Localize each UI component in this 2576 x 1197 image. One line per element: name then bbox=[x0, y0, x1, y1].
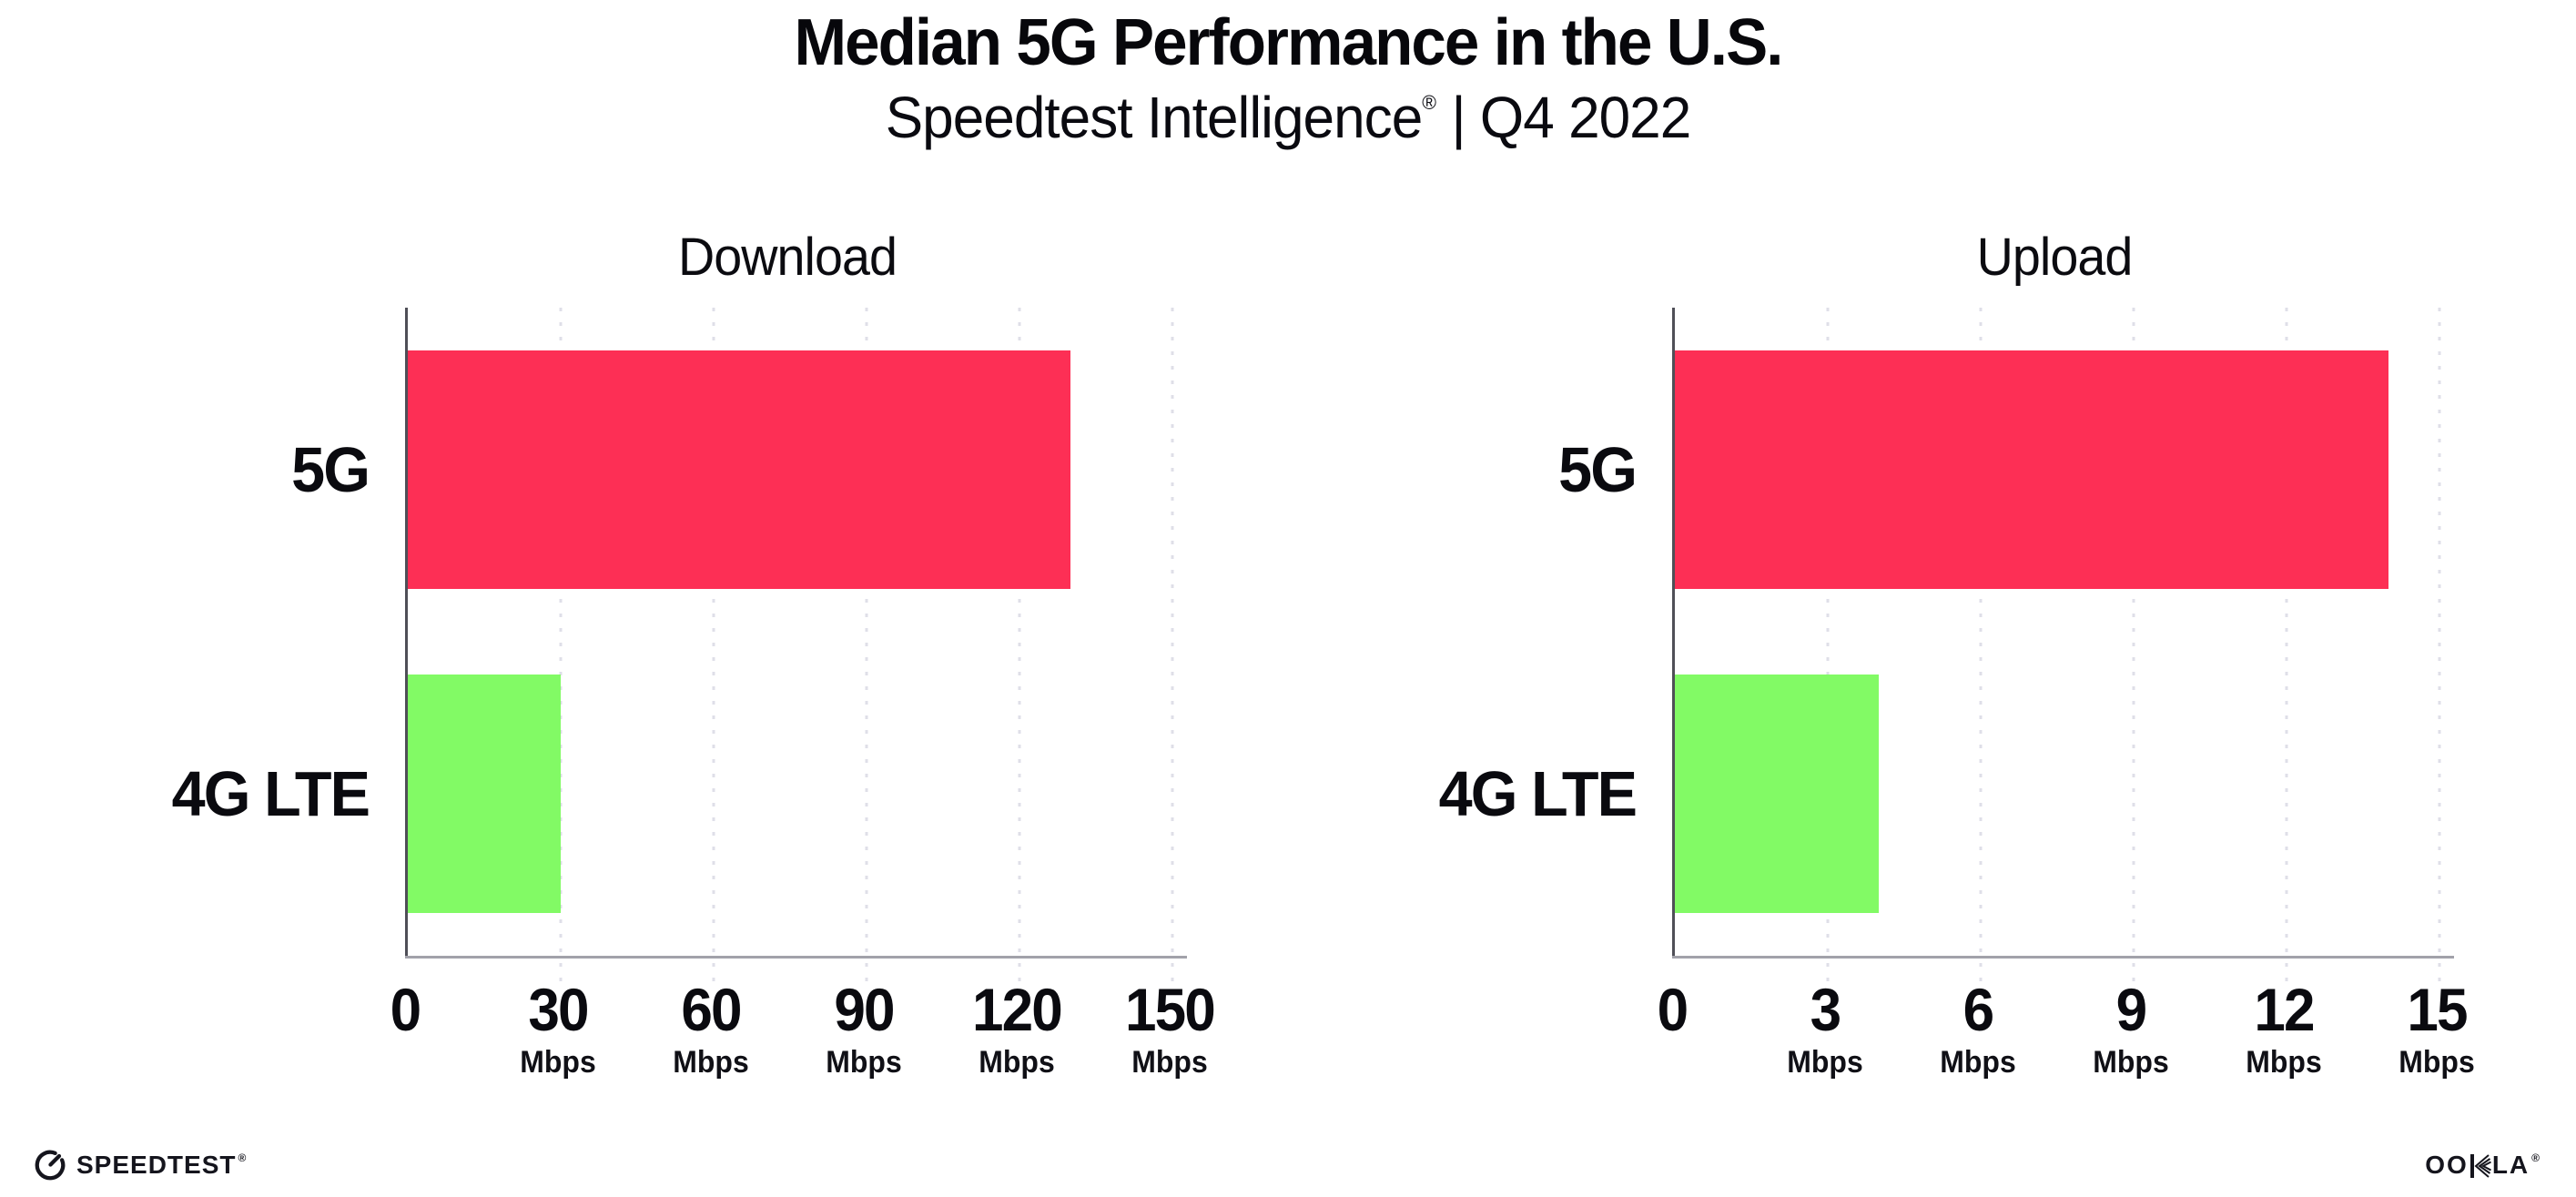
x-tick-60: 60 Mbps bbox=[673, 979, 748, 1078]
bar-5g bbox=[408, 350, 1070, 589]
y-axis-label-4g-lte: 4G LTE bbox=[1438, 757, 1638, 829]
x-tick-value: 9 bbox=[2115, 975, 2148, 1043]
chart-body: 5G 4G LTE bbox=[1399, 307, 2454, 981]
x-tick-30: 30 Mbps bbox=[520, 979, 595, 1078]
x-tick-unit: Mbps bbox=[1787, 1044, 1863, 1080]
x-tick-value: 60 bbox=[681, 975, 742, 1043]
bar-5g bbox=[1675, 350, 2388, 589]
ookla-wordmark-left: OO bbox=[2425, 1151, 2469, 1179]
ookla-k-icon bbox=[2470, 1154, 2491, 1178]
x-axis-tick-labels: 0 30 Mbps 60 Mbps 90 Mbps 120 Mbps 150 Mbps bbox=[390, 975, 1216, 1107]
gridline bbox=[2438, 307, 2441, 981]
x-tick-value: 3 bbox=[1810, 975, 1842, 1043]
bar-4g-lte bbox=[1675, 674, 1879, 913]
chart-title: Upload bbox=[1976, 227, 2134, 287]
ookla-wordmark-right: LA bbox=[2491, 1151, 2530, 1179]
chart-title: Download bbox=[678, 227, 898, 287]
x-axis-tick-labels: 0 3 Mbps 6 Mbps 9 Mbps 12 Mbps 15 Mbps bbox=[1658, 979, 2475, 1107]
y-axis-label-5g: 5G bbox=[291, 433, 370, 505]
speedtest-logo: SPEEDTEST ® bbox=[33, 1148, 246, 1182]
registered-trademark-icon: ® bbox=[2531, 1151, 2540, 1164]
x-tick-value: 15 bbox=[2407, 975, 2468, 1043]
x-tick-value: 30 bbox=[528, 975, 589, 1043]
x-tick-unit: Mbps bbox=[979, 1044, 1055, 1080]
bar-4g-lte bbox=[408, 674, 561, 913]
gridline bbox=[865, 307, 868, 981]
speedtest-gauge-icon bbox=[35, 1150, 66, 1181]
x-tick-6: 6 Mbps bbox=[1940, 979, 2015, 1078]
bar-row-4g-lte bbox=[408, 632, 1172, 956]
x-tick-9: 9 Mbps bbox=[2093, 979, 2168, 1078]
bar-row-5g bbox=[1675, 308, 2439, 632]
page-title: Median 5G Performance in the U.S. bbox=[794, 6, 1783, 79]
bar-row-5g bbox=[408, 308, 1172, 632]
x-tick-unit: Mbps bbox=[2246, 1044, 2322, 1080]
subtitle-period: | Q4 2022 bbox=[1451, 84, 1691, 150]
header: Median 5G Performance in the U.S. Speedt… bbox=[0, 0, 2576, 148]
plot-area bbox=[1672, 307, 2454, 981]
charts-row: Download 5G 4G LTE 0 30 Mbps 60 Mbps 90 Mbps 120 Mb… bbox=[0, 227, 2576, 1107]
subtitle-brand: Speedtest Intelligence bbox=[885, 84, 1424, 150]
x-tick-value: 12 bbox=[2254, 975, 2315, 1043]
gridline bbox=[1826, 307, 1830, 981]
x-tick-12: 12 Mbps bbox=[2246, 979, 2321, 1078]
x-tick-0: 0 bbox=[390, 975, 422, 1043]
x-tick-value: 90 bbox=[834, 975, 895, 1043]
x-tick-unit: Mbps bbox=[2093, 1044, 2169, 1080]
page-subtitle: Speedtest Intelligence® | Q4 2022 bbox=[38, 84, 2537, 150]
speedtest-wordmark: SPEEDTEST bbox=[76, 1151, 237, 1179]
chart-body: 5G 4G LTE bbox=[132, 307, 1187, 981]
footer: SPEEDTEST ® OO LA ® bbox=[33, 1148, 2540, 1182]
registered-trademark-icon: ® bbox=[238, 1151, 247, 1164]
x-tick-value: 120 bbox=[972, 975, 1063, 1043]
x-tick-3: 3 Mbps bbox=[1787, 979, 1862, 1078]
gridline bbox=[1979, 307, 1983, 981]
gridline bbox=[2132, 307, 2135, 981]
chart-upload: Upload 5G 4G LTE 0 3 Mbps 6 Mbps 9 Mbps 12 Mbps 15 Mb… bbox=[1399, 227, 2475, 1107]
x-tick-15: 15 Mbps bbox=[2399, 979, 2474, 1078]
chart-download: Download 5G 4G LTE 0 30 Mbps 60 Mbps 90 Mbps 120 Mb… bbox=[132, 227, 1216, 1107]
x-tick-unit: Mbps bbox=[520, 1044, 596, 1080]
y-axis-labels: 5G 4G LTE bbox=[132, 308, 405, 956]
gridline bbox=[559, 307, 563, 981]
ookla-wordmark: OO LA bbox=[2425, 1151, 2530, 1180]
x-tick-0: 0 bbox=[1657, 975, 1689, 1043]
registered-trademark-icon: ® bbox=[1422, 90, 1436, 114]
gridline bbox=[1018, 307, 1021, 981]
x-tick-value: 6 bbox=[1962, 975, 1995, 1043]
x-tick-value: 0 bbox=[390, 975, 422, 1043]
x-tick-unit: Mbps bbox=[673, 1044, 749, 1080]
y-axis-label-5g: 5G bbox=[1558, 433, 1638, 505]
y-axis-labels: 5G 4G LTE bbox=[1399, 308, 1672, 956]
x-tick-120: 120 Mbps bbox=[972, 975, 1063, 1080]
x-tick-value: 150 bbox=[1125, 975, 1216, 1043]
plot-area bbox=[405, 307, 1187, 981]
x-tick-90: 90 Mbps bbox=[826, 979, 901, 1078]
x-tick-unit: Mbps bbox=[826, 1044, 902, 1080]
x-axis-line bbox=[1672, 955, 2454, 959]
gridline bbox=[1171, 307, 1174, 981]
x-tick-unit: Mbps bbox=[1940, 1044, 2016, 1080]
y-axis-label-4g-lte: 4G LTE bbox=[171, 757, 370, 829]
gridline bbox=[712, 307, 715, 981]
gridline bbox=[2285, 307, 2288, 981]
bar-row-4g-lte bbox=[1675, 632, 2439, 956]
x-tick-unit: Mbps bbox=[2399, 1044, 2475, 1080]
ookla-logo: OO LA ® bbox=[2425, 1151, 2540, 1180]
x-tick-value: 0 bbox=[1657, 975, 1689, 1043]
x-axis-line bbox=[405, 955, 1187, 959]
x-tick-unit: Mbps bbox=[1131, 1044, 1208, 1080]
x-tick-150: 150 Mbps bbox=[1125, 975, 1216, 1080]
